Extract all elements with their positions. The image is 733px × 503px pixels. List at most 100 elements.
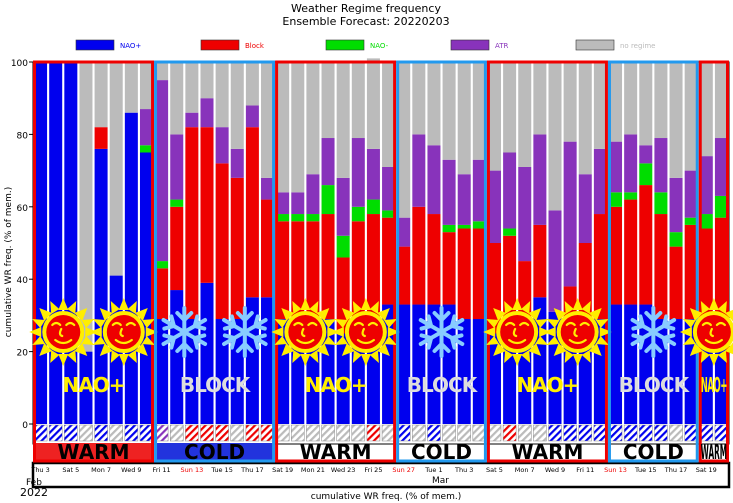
y-tick-label: 20 xyxy=(17,349,29,359)
bar-segment xyxy=(170,290,184,424)
bar-segment xyxy=(291,214,305,222)
bar-segment xyxy=(442,232,456,305)
date-axis-box xyxy=(31,461,731,489)
bar-segment xyxy=(609,62,623,142)
date-tick-label: Sat 5 xyxy=(62,466,79,474)
bar-segment xyxy=(624,134,638,193)
bar-segment xyxy=(397,246,411,305)
bar-segment xyxy=(533,62,547,135)
period-regime-label: BLOCK xyxy=(180,373,252,397)
bar-segment xyxy=(533,224,547,298)
bar-segment xyxy=(230,148,244,178)
bar-segment xyxy=(427,214,441,305)
period-outline xyxy=(33,60,155,463)
dominant-regime-cell xyxy=(548,424,562,442)
period-regime-label: NAO+ xyxy=(701,373,727,397)
period-outline xyxy=(154,60,276,463)
bar-segment xyxy=(276,221,290,320)
bar-segment xyxy=(442,62,456,160)
bar-segment xyxy=(472,319,486,424)
bar-segment xyxy=(261,177,275,200)
bar-segment xyxy=(306,214,320,222)
sun-icon xyxy=(482,296,553,368)
period-outline xyxy=(275,60,397,463)
date-tick-label: Thu 3 xyxy=(30,466,49,474)
date-tick-label: Wed 9 xyxy=(545,466,565,474)
bar-segment xyxy=(321,138,335,186)
bar-segment xyxy=(684,224,698,320)
dominant-regime-cell xyxy=(578,424,593,442)
bar-segment xyxy=(412,134,426,207)
dominant-regime-cell xyxy=(48,424,63,442)
dominant-regime-cell xyxy=(79,424,93,442)
bar-segment xyxy=(215,127,229,164)
legend-swatch xyxy=(75,39,115,51)
legend-swatch xyxy=(450,39,490,51)
bar-segment xyxy=(624,192,638,200)
legend-swatch xyxy=(575,39,615,51)
bar-segment xyxy=(684,170,698,218)
dominant-regime-cell xyxy=(714,424,729,442)
period-outline xyxy=(486,60,608,463)
bar-segment xyxy=(139,145,153,153)
dominant-regime-cell xyxy=(291,424,305,442)
bar-segment xyxy=(230,177,244,320)
bar-segment xyxy=(412,206,426,305)
bar-segment xyxy=(94,62,108,128)
bar-segment xyxy=(397,304,411,424)
dominant-regime-cell xyxy=(33,424,48,442)
dominant-regime-cell xyxy=(472,424,487,442)
bar-segment xyxy=(487,170,501,243)
bar-segment xyxy=(548,210,562,312)
bar-segment xyxy=(442,159,456,225)
legend-label: ATR xyxy=(495,42,509,50)
bar-segment xyxy=(200,62,214,99)
bar-segment xyxy=(306,174,320,215)
bar-segment xyxy=(457,174,471,225)
bar-segment xyxy=(336,333,350,424)
bar-segment xyxy=(230,62,244,149)
bar-segment xyxy=(427,145,441,215)
period-bottom-strip xyxy=(35,443,153,460)
bar-segment xyxy=(321,185,335,215)
bar-segment xyxy=(518,62,532,167)
bar-segment xyxy=(609,192,623,207)
dominant-regime-cell xyxy=(64,424,78,442)
bar-segment xyxy=(457,62,471,175)
bar-segment xyxy=(699,156,713,215)
bar-segment xyxy=(654,192,668,215)
bar-segment xyxy=(124,62,138,113)
date-tick-label: Tue 1 xyxy=(424,466,442,474)
bar-segment xyxy=(563,141,577,287)
dominant-regime-cell xyxy=(351,424,366,442)
bar-segment xyxy=(397,217,411,247)
period-regime-label: BLOCK xyxy=(407,373,479,397)
dominant-regime-cell xyxy=(684,424,698,442)
dominant-regime-cell xyxy=(215,424,229,442)
bar-segment xyxy=(578,174,592,243)
dominant-regime-cell xyxy=(654,424,668,442)
bar-segment xyxy=(79,351,93,424)
bar-segment xyxy=(94,148,108,424)
bar-segment xyxy=(336,177,350,236)
dominant-regime-cell xyxy=(94,424,108,442)
dominant-regime-cell xyxy=(321,424,335,442)
bar-segment xyxy=(382,62,396,167)
month-label: Mar xyxy=(432,476,449,486)
bar-segment xyxy=(442,224,456,233)
date-tick-label: Wed 9 xyxy=(121,466,141,474)
bar-segment xyxy=(185,112,199,128)
dominant-regime-cell xyxy=(185,424,199,442)
bar-segment xyxy=(124,112,138,425)
bar-segment xyxy=(714,62,728,139)
bar-segment xyxy=(669,232,683,247)
chart-subtitle: Ensemble Forecast: 20220203 xyxy=(282,15,449,28)
date-tick-label: Mon 7 xyxy=(515,466,535,474)
sun-icon xyxy=(28,296,99,368)
bar-segment xyxy=(427,62,441,146)
bar-segment xyxy=(639,185,653,305)
period-type-label: WARM xyxy=(300,440,372,464)
bar-segment xyxy=(64,62,78,424)
date-tick-label: Sat 19 xyxy=(696,466,717,474)
bar-segment xyxy=(200,127,214,283)
